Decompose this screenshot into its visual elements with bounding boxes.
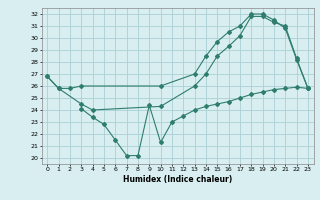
X-axis label: Humidex (Indice chaleur): Humidex (Indice chaleur) xyxy=(123,175,232,184)
